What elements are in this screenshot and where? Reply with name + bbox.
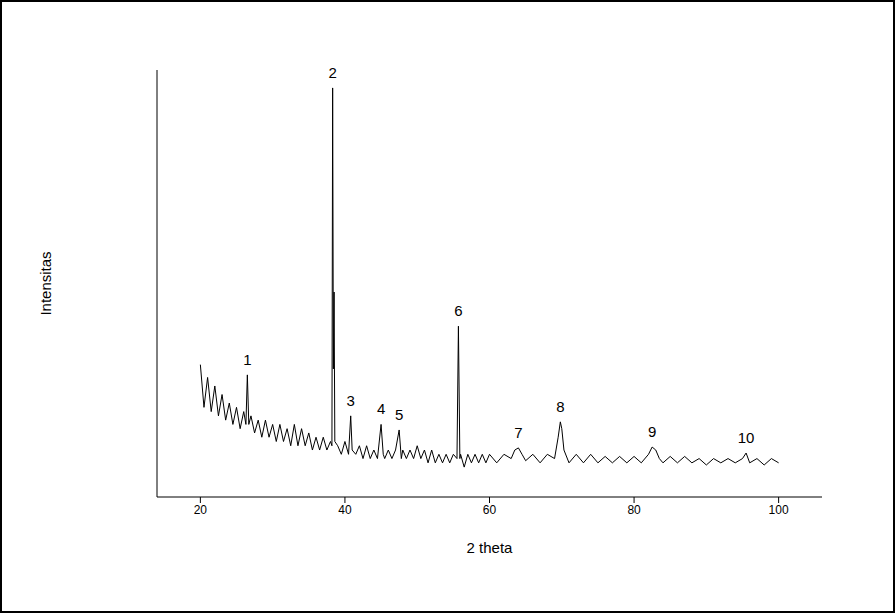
svg-text:6: 6 xyxy=(454,302,462,319)
svg-text:8: 8 xyxy=(556,398,564,415)
svg-text:7: 7 xyxy=(514,424,522,441)
svg-text:2 theta: 2 theta xyxy=(467,539,514,556)
svg-text:80: 80 xyxy=(627,503,641,517)
svg-text:40: 40 xyxy=(338,503,352,517)
svg-text:1: 1 xyxy=(243,351,251,368)
svg-text:5: 5 xyxy=(395,406,403,423)
svg-text:9: 9 xyxy=(648,423,656,440)
svg-text:10: 10 xyxy=(738,429,755,446)
svg-text:2: 2 xyxy=(328,64,336,81)
svg-text:60: 60 xyxy=(483,503,497,517)
svg-text:100: 100 xyxy=(769,503,789,517)
svg-text:Intensitas: Intensitas xyxy=(37,251,54,315)
svg-text:4: 4 xyxy=(377,400,385,417)
svg-text:20: 20 xyxy=(194,503,208,517)
svg-text:3: 3 xyxy=(347,392,355,409)
